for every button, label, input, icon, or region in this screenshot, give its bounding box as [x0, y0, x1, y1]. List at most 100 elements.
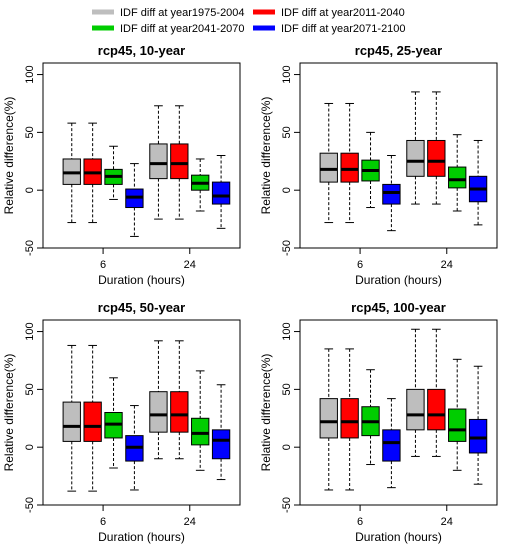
- y-tick-label: 50: [281, 383, 293, 395]
- box-6h-series-2: [83, 122, 102, 224]
- box-body: [62, 401, 81, 442]
- box-24h-series-2: [427, 328, 446, 457]
- legend: IDF diff at year1975-2004 IDF diff at yea…: [92, 7, 406, 35]
- y-axis-label: Relative difference(%): [259, 97, 273, 215]
- x-axis-label: Duration (hours): [355, 530, 442, 544]
- plot-frame: [42, 62, 241, 249]
- plot-frame: [299, 319, 498, 506]
- plot-frame: [299, 62, 498, 249]
- box-body: [319, 398, 338, 439]
- box-6h-series-4: [125, 163, 144, 237]
- box-24h-series-1: [149, 105, 168, 220]
- x-axis-label: Duration (hours): [98, 273, 185, 287]
- x-tick-label: 24: [441, 259, 453, 271]
- legend-label: IDF diff at year2071-2100: [281, 23, 406, 35]
- panel-2: rcp45, 25-year -50 0 50 100 Relative differen…: [259, 43, 498, 287]
- box-6h-series-4: [382, 398, 401, 489]
- y-tick-label: -50: [24, 497, 36, 513]
- box-6h-series-2: [340, 102, 359, 224]
- box-6h-series-1: [319, 348, 338, 491]
- box-24h-series-2: [170, 340, 189, 460]
- y-tick-label: 50: [281, 126, 293, 138]
- panel-title: rcp45, 25-year: [355, 43, 442, 58]
- box-6h-series-2: [83, 344, 102, 492]
- x-tick-label: 24: [184, 516, 196, 528]
- box-body: [211, 429, 231, 460]
- y-axis-label: Relative difference(%): [2, 354, 16, 472]
- box-6h-series-1: [62, 344, 81, 492]
- box-body: [406, 388, 425, 431]
- panel-title: rcp45, 50-year: [98, 300, 185, 315]
- box-24h-series-4: [468, 139, 488, 226]
- box-24h-series-3: [448, 134, 467, 212]
- box-body: [468, 418, 488, 454]
- x-tick-label: 6: [100, 259, 106, 271]
- box-24h-series-1: [406, 91, 425, 205]
- legend-label: IDF diff at year1975-2004: [120, 7, 245, 19]
- box-6h-series-3: [361, 131, 380, 209]
- y-axis-label: Relative difference(%): [2, 97, 16, 215]
- box-body: [211, 181, 231, 205]
- box-6h-series-3: [104, 377, 123, 469]
- box-24h-series-1: [149, 340, 168, 460]
- y-tick-label: 100: [24, 65, 36, 83]
- box-body: [149, 391, 168, 433]
- box-6h-series-3: [104, 145, 123, 200]
- y-tick-label: 100: [281, 65, 293, 83]
- y-tick-label: 0: [24, 187, 36, 193]
- x-axis-label: Duration (hours): [98, 530, 185, 544]
- box-6h-series-2: [340, 348, 359, 491]
- y-tick-label: 50: [24, 383, 36, 395]
- box-body: [448, 166, 467, 189]
- box-body: [382, 183, 401, 205]
- plot-frame: [42, 319, 241, 506]
- legend-label: IDF diff at year2011-2040: [281, 7, 405, 19]
- panel-3: rcp45, 50-year -50 0 50 100 Relative differen…: [2, 300, 241, 544]
- y-axis-label: Relative difference(%): [259, 354, 273, 472]
- box-6h-series-1: [62, 122, 81, 224]
- box-body: [83, 401, 102, 442]
- box-6h-series-3: [361, 369, 380, 466]
- box-6h-series-4: [125, 405, 144, 491]
- box-body: [448, 408, 467, 442]
- y-tick-label: 0: [281, 444, 293, 450]
- box-24h-series-2: [170, 105, 189, 220]
- box-6h-series-4: [382, 155, 401, 232]
- y-tick-label: 50: [24, 126, 36, 138]
- box-24h-series-3: [191, 158, 210, 212]
- box-body: [406, 139, 425, 177]
- plots: rcp45, 10-year -50 0 50 100 Relative differen…: [2, 43, 498, 544]
- box-body: [340, 398, 359, 439]
- box-24h-series-4: [468, 365, 488, 485]
- y-tick-label: 0: [281, 187, 293, 193]
- box-body: [170, 143, 189, 180]
- box-body: [170, 391, 189, 433]
- box-24h-series-2: [427, 91, 446, 205]
- y-tick-label: -50: [281, 497, 293, 513]
- box-6h-series-1: [319, 102, 338, 224]
- x-tick-label: 6: [100, 516, 106, 528]
- box-24h-series-4: [211, 155, 231, 229]
- box-24h-series-3: [191, 370, 210, 471]
- y-tick-label: -50: [24, 240, 36, 256]
- x-tick-label: 24: [184, 259, 196, 271]
- y-tick-label: 100: [24, 322, 36, 340]
- box-body: [427, 388, 446, 431]
- box-24h-series-1: [406, 328, 425, 457]
- y-tick-label: 100: [281, 322, 293, 340]
- box-body: [149, 143, 168, 180]
- box-body: [319, 152, 338, 183]
- panel-4: rcp45, 100-year -50 0 50 100 Relative differe…: [259, 300, 498, 544]
- panel-title: rcp45, 10-year: [98, 43, 185, 58]
- box-body: [340, 152, 359, 183]
- box-body: [382, 429, 401, 462]
- x-tick-label: 6: [357, 259, 363, 271]
- y-tick-label: -50: [281, 240, 293, 256]
- x-tick-label: 24: [441, 516, 453, 528]
- legend-label: IDF diff at year2041-2070: [120, 23, 245, 35]
- panel-1: rcp45, 10-year -50 0 50 100 Relative differen…: [2, 43, 241, 287]
- x-tick-label: 6: [357, 516, 363, 528]
- x-axis-label: Duration (hours): [355, 273, 442, 287]
- box-body: [427, 139, 446, 177]
